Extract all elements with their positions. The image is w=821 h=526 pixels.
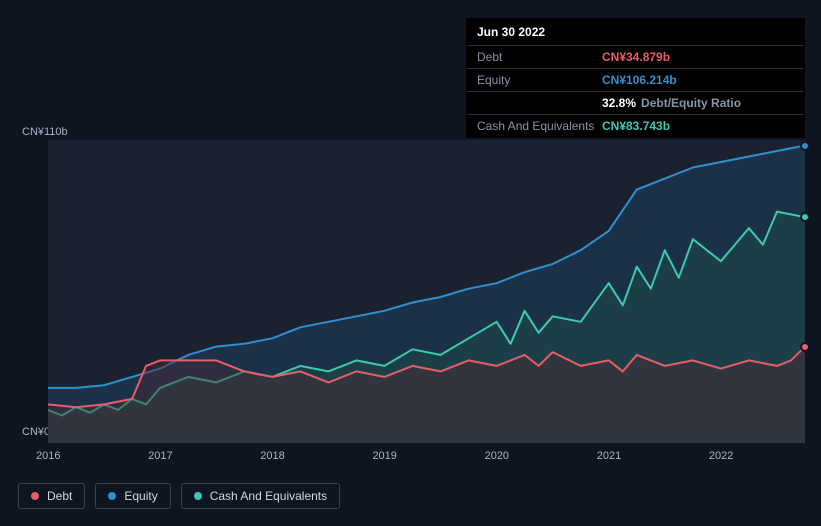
tooltip-row: EquityCN¥106.214b <box>467 69 804 92</box>
legend-dot-icon <box>31 492 39 500</box>
tooltip-row-value: 32.8%Debt/Equity Ratio <box>602 96 741 110</box>
tooltip-row-value: CN¥34.879b <box>602 50 670 64</box>
tooltip-row-label: Debt <box>477 50 602 64</box>
series-end-marker <box>800 342 810 352</box>
legend-label: Equity <box>124 489 157 503</box>
y-axis-label: CN¥110b <box>22 126 68 138</box>
legend-item[interactable]: Debt <box>18 483 85 509</box>
legend-dot-icon <box>108 492 116 500</box>
legend-label: Cash And Equivalents <box>210 489 327 503</box>
chart-tooltip: Jun 30 2022 DebtCN¥34.879bEquityCN¥106.2… <box>466 18 805 138</box>
legend-dot-icon <box>194 492 202 500</box>
tooltip-row-label: Cash And Equivalents <box>477 119 602 133</box>
x-axis-label: 2021 <box>597 450 621 462</box>
legend-label: Debt <box>47 489 72 503</box>
x-axis-label: 2018 <box>260 450 284 462</box>
tooltip-date: Jun 30 2022 <box>467 19 804 46</box>
debt-equity-chart <box>48 140 805 443</box>
tooltip-row: Cash And EquivalentsCN¥83.743b <box>467 115 804 137</box>
tooltip-row-value: CN¥106.214b <box>602 73 677 87</box>
x-axis-label: 2016 <box>36 450 60 462</box>
tooltip-row: DebtCN¥34.879b <box>467 46 804 69</box>
x-axis-label: 2017 <box>148 450 172 462</box>
x-axis-label: 2019 <box>372 450 396 462</box>
tooltip-row-label <box>477 96 602 110</box>
y-axis-label: CN¥0 <box>22 426 50 438</box>
tooltip-row-label: Equity <box>477 73 602 87</box>
legend-item[interactable]: Cash And Equivalents <box>181 483 340 509</box>
series-end-marker <box>800 212 810 222</box>
x-axis-label: 2022 <box>709 450 733 462</box>
series-end-marker <box>800 141 810 151</box>
tooltip-row: 32.8%Debt/Equity Ratio <box>467 92 804 115</box>
tooltip-row-value: CN¥83.743b <box>602 119 670 133</box>
chart-legend: Debt Equity Cash And Equivalents <box>18 483 340 509</box>
x-axis-label: 2020 <box>485 450 509 462</box>
legend-item[interactable]: Equity <box>95 483 170 509</box>
